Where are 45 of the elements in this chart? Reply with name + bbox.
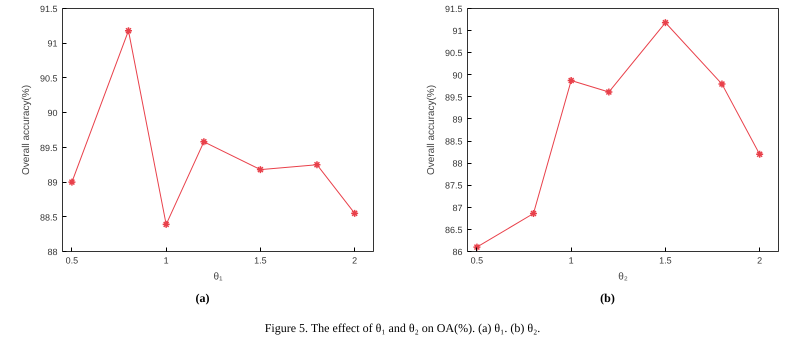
point — [162, 220, 170, 229]
x-tick-label: 1.5 — [254, 256, 267, 266]
y-tick-label: 86.5 — [444, 224, 463, 235]
y-tick-label: 90.5 — [40, 73, 58, 84]
point — [256, 165, 265, 174]
y-tick-label: 86 — [452, 247, 463, 257]
text: (b) — [600, 290, 615, 307]
y-tick-label: 87.5 — [444, 180, 463, 191]
x-tick-label: 1 — [568, 256, 574, 266]
y-tick-label: 89 — [452, 114, 463, 124]
point — [718, 80, 726, 88]
x-axis-title: θ₁ — [214, 272, 224, 282]
y-axis-title: Overall accuracy(%) — [426, 84, 437, 176]
point — [124, 26, 133, 35]
y-tick-label: 91.5 — [40, 4, 58, 14]
y-tick-label: 91 — [452, 26, 463, 36]
y-tick-label: 88 — [47, 247, 58, 257]
x-tick-label: 1.5 — [659, 256, 672, 266]
point — [200, 138, 208, 146]
caption: Figure 5. The effect of θ₁ and θ₂ on OA(%). (a) θ₁. (b) θ₂. — [264, 320, 540, 337]
y-tick-label: 88.5 — [40, 212, 58, 222]
x-axis-title: θ₂ — [618, 272, 628, 282]
y-tick-label: 90 — [47, 108, 58, 118]
x-tick-label: 0.5 — [66, 256, 78, 266]
point — [529, 209, 538, 218]
x-tick-label: 1 — [164, 256, 169, 266]
y-tick-label: 89.5 — [40, 142, 58, 153]
point — [604, 88, 614, 96]
point — [312, 160, 322, 169]
y-tick-label: 91 — [47, 38, 58, 49]
y-tick-label: 91.5 — [444, 4, 463, 14]
text: (a) — [196, 290, 210, 307]
y-tick-label: 88.5 — [444, 136, 463, 147]
x-tick-label: 0.5 — [470, 256, 484, 266]
y-tick-label: 90 — [452, 70, 463, 80]
point — [566, 76, 576, 85]
x-tick-label: 2 — [757, 256, 762, 266]
x-tick-label: 2 — [352, 256, 358, 266]
y-tick-label: 89 — [47, 178, 58, 188]
point — [661, 18, 670, 27]
y-tick-label: 87 — [452, 202, 463, 213]
y-tick-label: 89.5 — [444, 92, 463, 102]
y-tick-label: 88 — [452, 158, 463, 169]
y-axis-title: Overall accuracy(%) — [20, 84, 32, 176]
y-tick-label: 90.5 — [444, 48, 463, 58]
